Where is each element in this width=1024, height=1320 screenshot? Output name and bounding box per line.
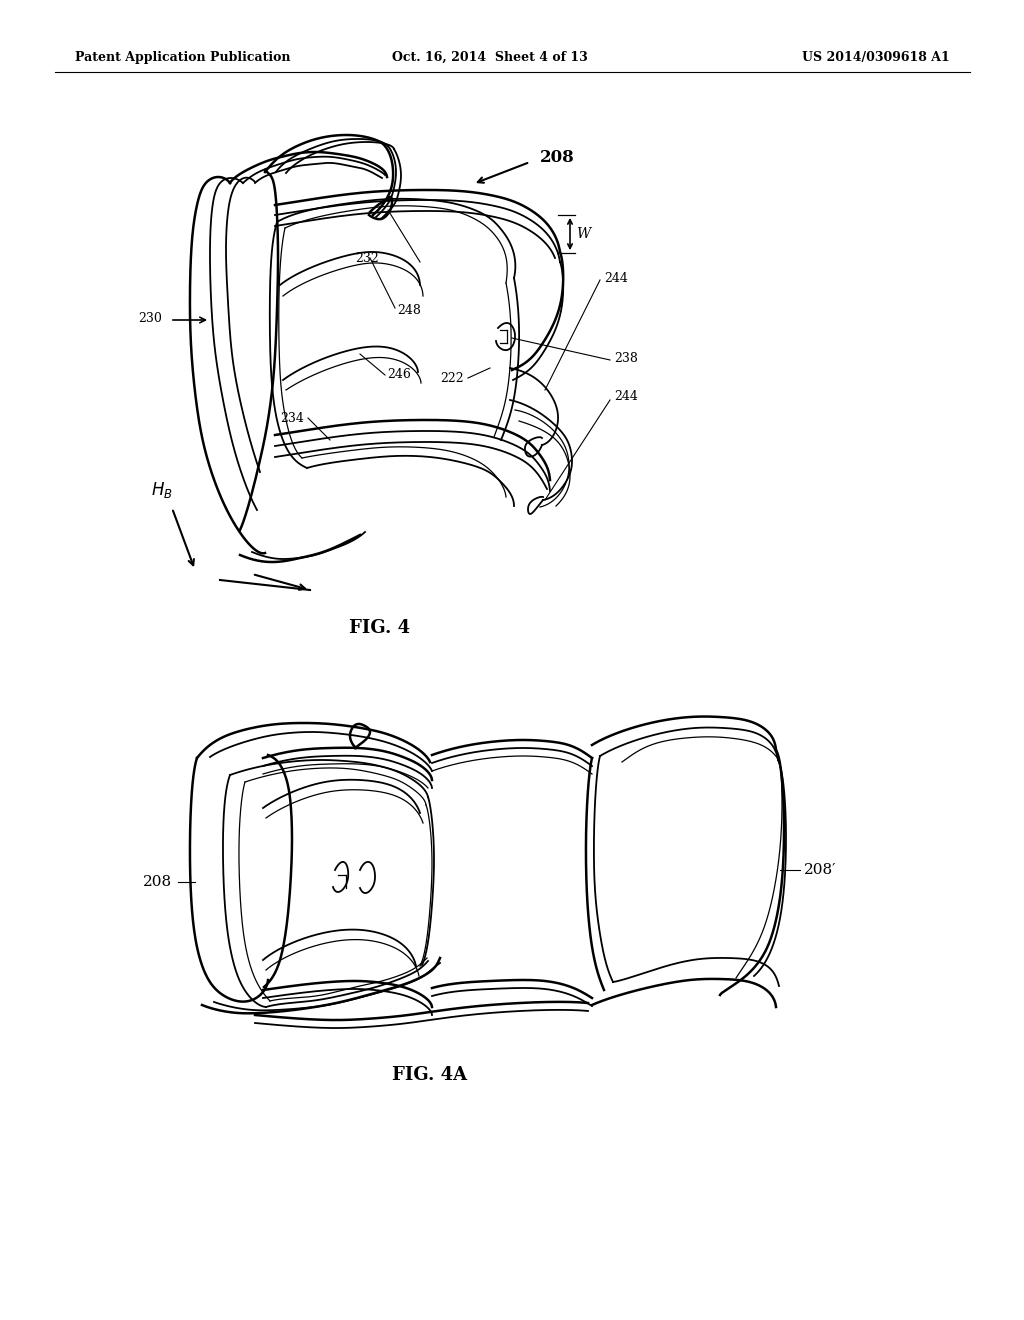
Text: Oct. 16, 2014  Sheet 4 of 13: Oct. 16, 2014 Sheet 4 of 13: [392, 50, 588, 63]
Text: 238: 238: [614, 351, 638, 364]
Text: 232: 232: [355, 252, 379, 264]
Text: FIG. 4A: FIG. 4A: [392, 1067, 468, 1084]
Text: $H_B$: $H_B$: [152, 480, 173, 500]
Text: W: W: [575, 227, 590, 242]
Text: 230: 230: [138, 312, 162, 325]
Text: 244: 244: [614, 391, 638, 404]
Text: 208′: 208′: [804, 863, 837, 876]
Text: 244: 244: [604, 272, 628, 285]
Text: 234: 234: [280, 412, 304, 425]
Text: Patent Application Publication: Patent Application Publication: [75, 50, 291, 63]
Text: 246: 246: [387, 368, 411, 381]
Text: 208: 208: [143, 875, 172, 888]
Text: FIG. 4: FIG. 4: [349, 619, 411, 638]
Text: 248: 248: [397, 304, 421, 317]
Text: 222: 222: [440, 371, 464, 384]
Text: US 2014/0309618 A1: US 2014/0309618 A1: [802, 50, 950, 63]
Text: 208: 208: [540, 149, 574, 166]
